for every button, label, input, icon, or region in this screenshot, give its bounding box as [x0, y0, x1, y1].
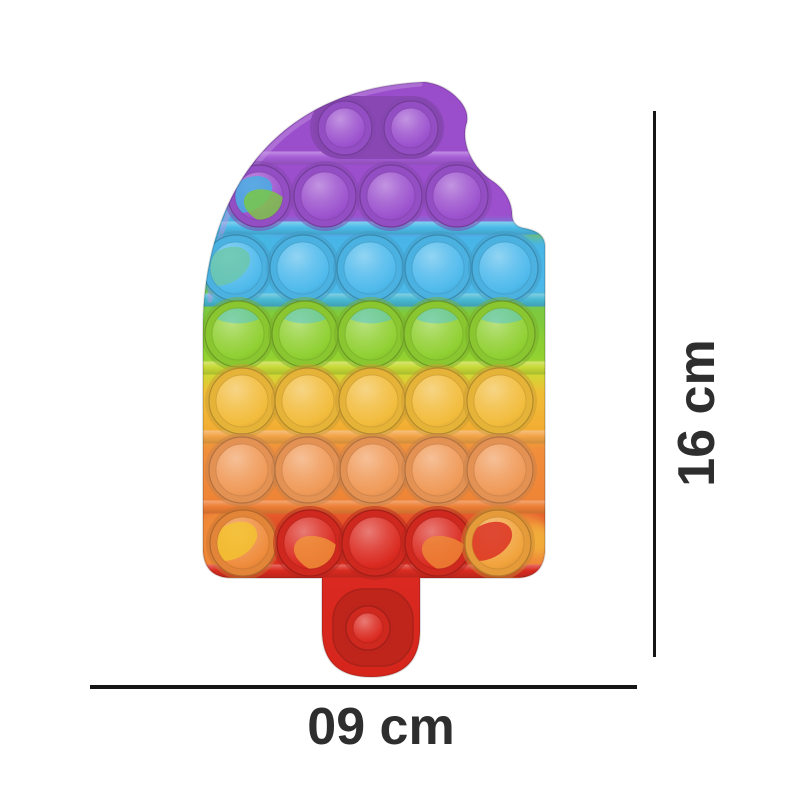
bubble — [335, 364, 409, 438]
bubble — [465, 297, 539, 371]
bubble — [463, 433, 537, 507]
bubble — [268, 297, 342, 371]
width-dimension-label: 09 cm — [307, 698, 455, 756]
height-dimension-line — [653, 111, 656, 657]
bubble — [271, 433, 345, 507]
bubble — [342, 602, 394, 654]
bubble — [401, 364, 475, 438]
bubble — [338, 506, 412, 580]
bubble — [205, 433, 279, 507]
bubble — [203, 297, 275, 371]
bubble — [205, 364, 279, 438]
bubble — [336, 433, 410, 507]
bubble — [334, 297, 408, 371]
bubble — [401, 231, 475, 305]
bubble — [400, 297, 474, 371]
bubble — [290, 161, 360, 231]
toy-body — [203, 82, 545, 677]
bubble — [468, 231, 542, 305]
width-dimension-line — [90, 685, 637, 689]
bubble — [333, 231, 407, 305]
height-dimension-label: 16 cm — [668, 339, 726, 487]
bubble — [380, 97, 442, 159]
bubble — [203, 231, 273, 305]
bubble — [461, 506, 535, 580]
bubble — [206, 506, 280, 580]
bubble — [401, 433, 475, 507]
bubble — [401, 506, 475, 580]
bubble — [356, 161, 426, 231]
bubble — [273, 506, 347, 580]
bubble — [271, 364, 345, 438]
bubble — [314, 97, 376, 159]
bubble — [266, 231, 340, 305]
bubble — [422, 161, 492, 231]
bubble — [463, 364, 537, 438]
